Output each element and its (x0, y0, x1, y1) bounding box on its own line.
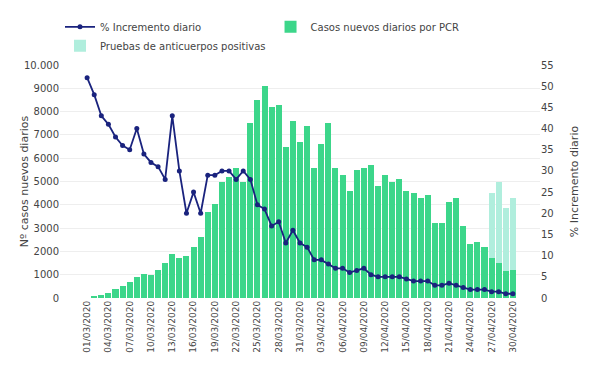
svg-text:7000: 7000 (34, 129, 59, 140)
svg-text:12/04/2020: 12/04/2020 (380, 301, 390, 353)
svg-text:18/04/2020: 18/04/2020 (423, 301, 433, 353)
svg-text:19/03/2020: 19/03/2020 (210, 301, 220, 353)
svg-text:04/03/2020: 04/03/2020 (103, 301, 113, 353)
svg-text:35: 35 (541, 144, 554, 155)
svg-text:50: 50 (541, 81, 554, 92)
svg-text:20: 20 (541, 208, 554, 219)
svg-text:15: 15 (541, 229, 554, 240)
svg-text:10/03/2020: 10/03/2020 (146, 301, 156, 353)
svg-text:25/03/2020: 25/03/2020 (252, 301, 262, 353)
svg-text:31/03/2020: 31/03/2020 (295, 301, 305, 353)
svg-text:24/04/2020: 24/04/2020 (465, 301, 475, 353)
svg-text:15/04/2020: 15/04/2020 (401, 301, 411, 353)
svg-text:55: 55 (541, 60, 554, 71)
svg-text:4000: 4000 (34, 199, 59, 210)
svg-text:9000: 9000 (34, 83, 59, 94)
svg-text:30: 30 (541, 165, 554, 176)
svg-text:09/04/2020: 09/04/2020 (359, 301, 369, 353)
svg-text:% Incremento diario: % Incremento diario (568, 126, 581, 238)
svg-text:25: 25 (541, 187, 554, 198)
svg-text:03/04/2020: 03/04/2020 (316, 301, 326, 353)
svg-text:3000: 3000 (34, 223, 59, 234)
svg-text:27/04/2020: 27/04/2020 (487, 301, 497, 353)
svg-text:2000: 2000 (34, 246, 59, 257)
svg-text:0: 0 (53, 293, 59, 304)
svg-text:28/03/2020: 28/03/2020 (274, 301, 284, 353)
svg-text:13/03/2020: 13/03/2020 (167, 301, 177, 353)
svg-text:5000: 5000 (34, 176, 59, 187)
svg-text:06/04/2020: 06/04/2020 (338, 301, 348, 353)
svg-text:Casos nuevos diarios por PCR: Casos nuevos diarios por PCR (311, 22, 459, 33)
svg-text:40: 40 (541, 123, 554, 134)
svg-text:% Incremento diario: % Incremento diario (100, 22, 201, 33)
svg-text:6000: 6000 (34, 153, 59, 164)
svg-text:30/04/2020: 30/04/2020 (508, 301, 518, 353)
svg-text:45: 45 (541, 102, 554, 113)
svg-text:10: 10 (541, 250, 554, 261)
svg-text:01/03/2020: 01/03/2020 (82, 301, 92, 353)
svg-text:Nº casos nuevos diarios: Nº casos nuevos diarios (18, 116, 31, 248)
svg-text:1000: 1000 (34, 269, 59, 280)
svg-text:21/04/2020: 21/04/2020 (444, 301, 454, 353)
svg-text:5: 5 (541, 271, 547, 282)
svg-text:07/03/2020: 07/03/2020 (125, 301, 135, 353)
svg-text:Pruebas de anticuerpos positiv: Pruebas de anticuerpos positivas (100, 41, 266, 52)
svg-text:0: 0 (541, 293, 547, 304)
svg-text:10.000: 10.000 (24, 60, 59, 71)
svg-text:16/03/2020: 16/03/2020 (188, 301, 198, 353)
svg-text:22/03/2020: 22/03/2020 (231, 301, 241, 353)
svg-text:8000: 8000 (34, 106, 59, 117)
